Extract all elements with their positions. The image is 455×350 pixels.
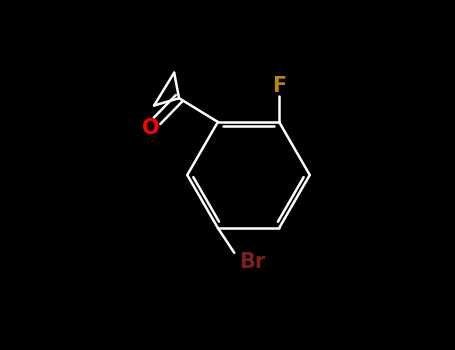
Text: Br: Br: [240, 252, 266, 272]
Text: F: F: [272, 76, 286, 96]
Text: O: O: [142, 118, 160, 138]
